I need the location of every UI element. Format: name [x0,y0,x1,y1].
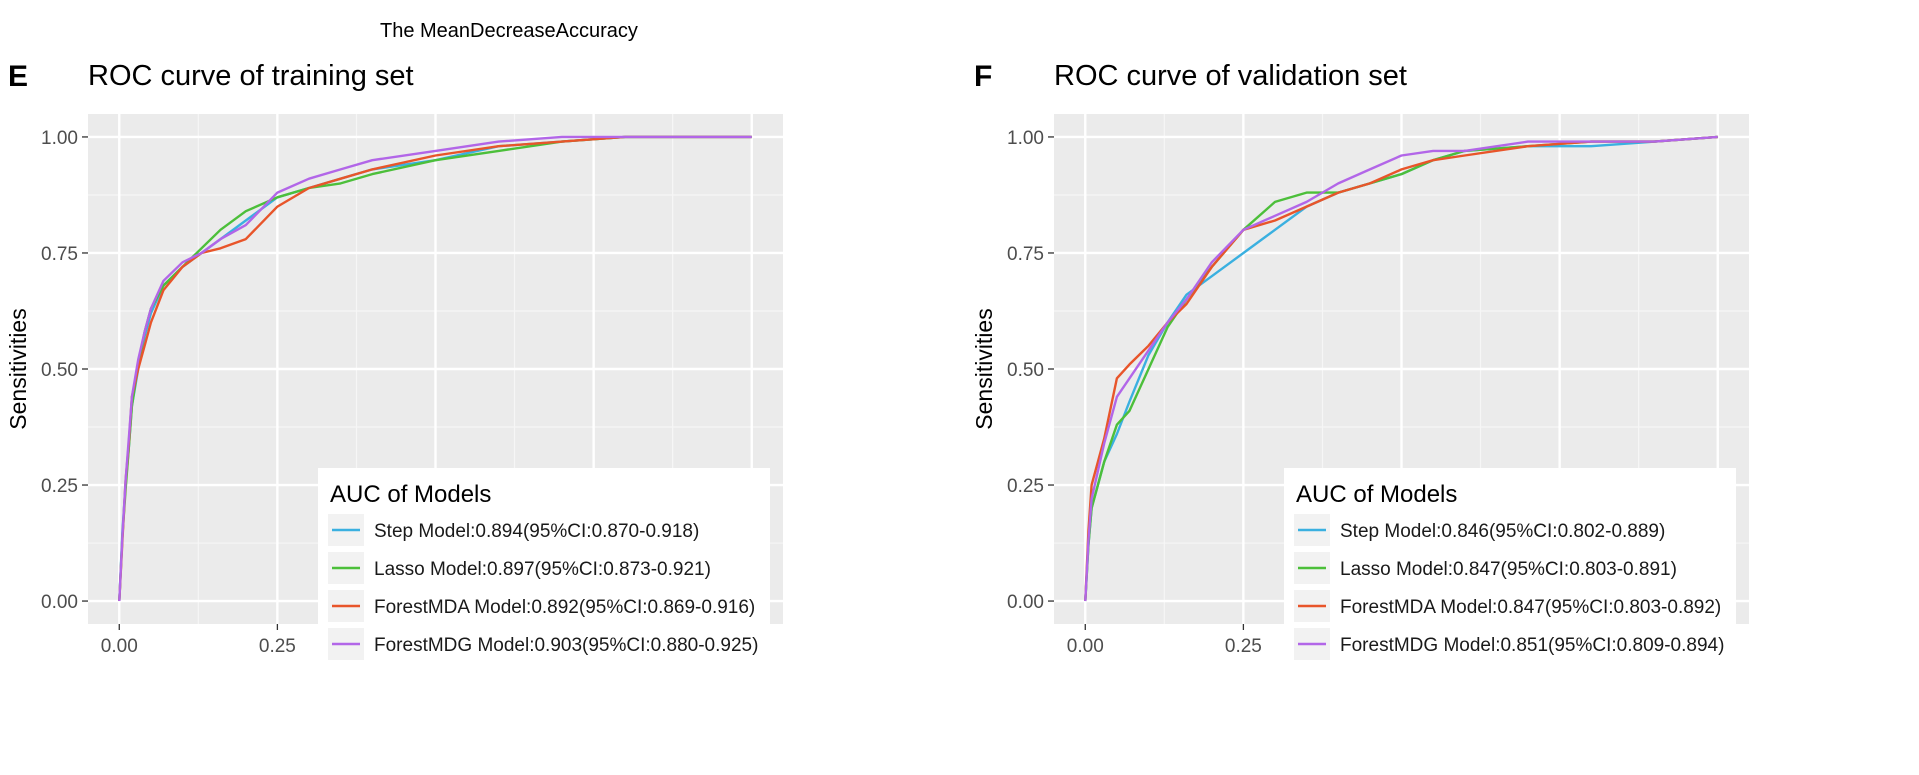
x-tick-label: 0.00 [1067,636,1104,657]
panel-e: E ROC curve of training set 0.00 0.25 0.50… [0,50,950,775]
x-tick-label: 0.25 [259,636,296,657]
y-tick-label: 1.00 [1007,128,1044,149]
y-tick-label: 0.00 [41,592,78,613]
legend-box [1284,468,1736,658]
series-group [118,135,752,602]
y-tick-label: 0.25 [1007,476,1044,497]
legend-label-3: ForestMDA Model:0.847(95%CI:0.803-0.892) [1340,597,1721,618]
legend-label-2: Lasso Model:0.847(95%CI:0.803-0.891) [1340,559,1677,580]
roc-chart-training: 0.000.250.500.751.000.000.250.500.751.00… [5,114,783,660]
y-tick-label: 0.50 [1007,360,1044,381]
legend-label-2: Lasso Model:0.897(95%CI:0.873-0.921) [374,559,711,580]
x-tick-label: 0.25 [1225,636,1262,657]
roc-series-line-4 [118,135,752,602]
roc-chart-validation: 0.000.250.500.751.000.000.250.500.751.00… [971,114,1749,660]
panel-letter: F [974,60,993,93]
chart-title: ROC curve of training set [88,60,414,92]
y-tick-label: 1.00 [41,128,78,149]
panel-f: F ROC curve of validation set 0.00 0.25 0.… [966,50,1916,775]
panel-letter: E [8,60,29,93]
y-tick-label: 0.75 [41,244,78,265]
figure-caption: The MeanDecreaseAccuracy [380,20,638,42]
y-axis-title: Sensitivities [971,308,997,429]
legend-label-1: Step Model:0.846(95%CI:0.802-0.889) [1340,521,1665,542]
x-tick-label: 0.00 [101,636,138,657]
legend-title: AUC of Models [330,481,491,508]
y-tick-label: 0.00 [1007,592,1044,613]
y-axis-title: Sensitivities [5,308,31,429]
legend-label-1: Step Model:0.894(95%CI:0.870-0.918) [374,521,699,542]
legend-label-4: ForestMDG Model:0.851(95%CI:0.809-0.894) [1340,635,1724,656]
legend-label-3: ForestMDA Model:0.892(95%CI:0.869-0.916) [374,597,755,618]
legend-box [318,468,770,658]
roc-series-line-4 [1084,135,1718,602]
y-tick-label: 0.75 [1007,244,1044,265]
series-group [1084,135,1718,602]
chart-title: ROC curve of validation set [1054,60,1407,92]
y-tick-label: 0.50 [41,360,78,381]
legend-title: AUC of Models [1296,481,1457,508]
y-tick-label: 0.25 [41,476,78,497]
legend-label-4: ForestMDG Model:0.903(95%CI:0.880-0.925) [374,635,758,656]
